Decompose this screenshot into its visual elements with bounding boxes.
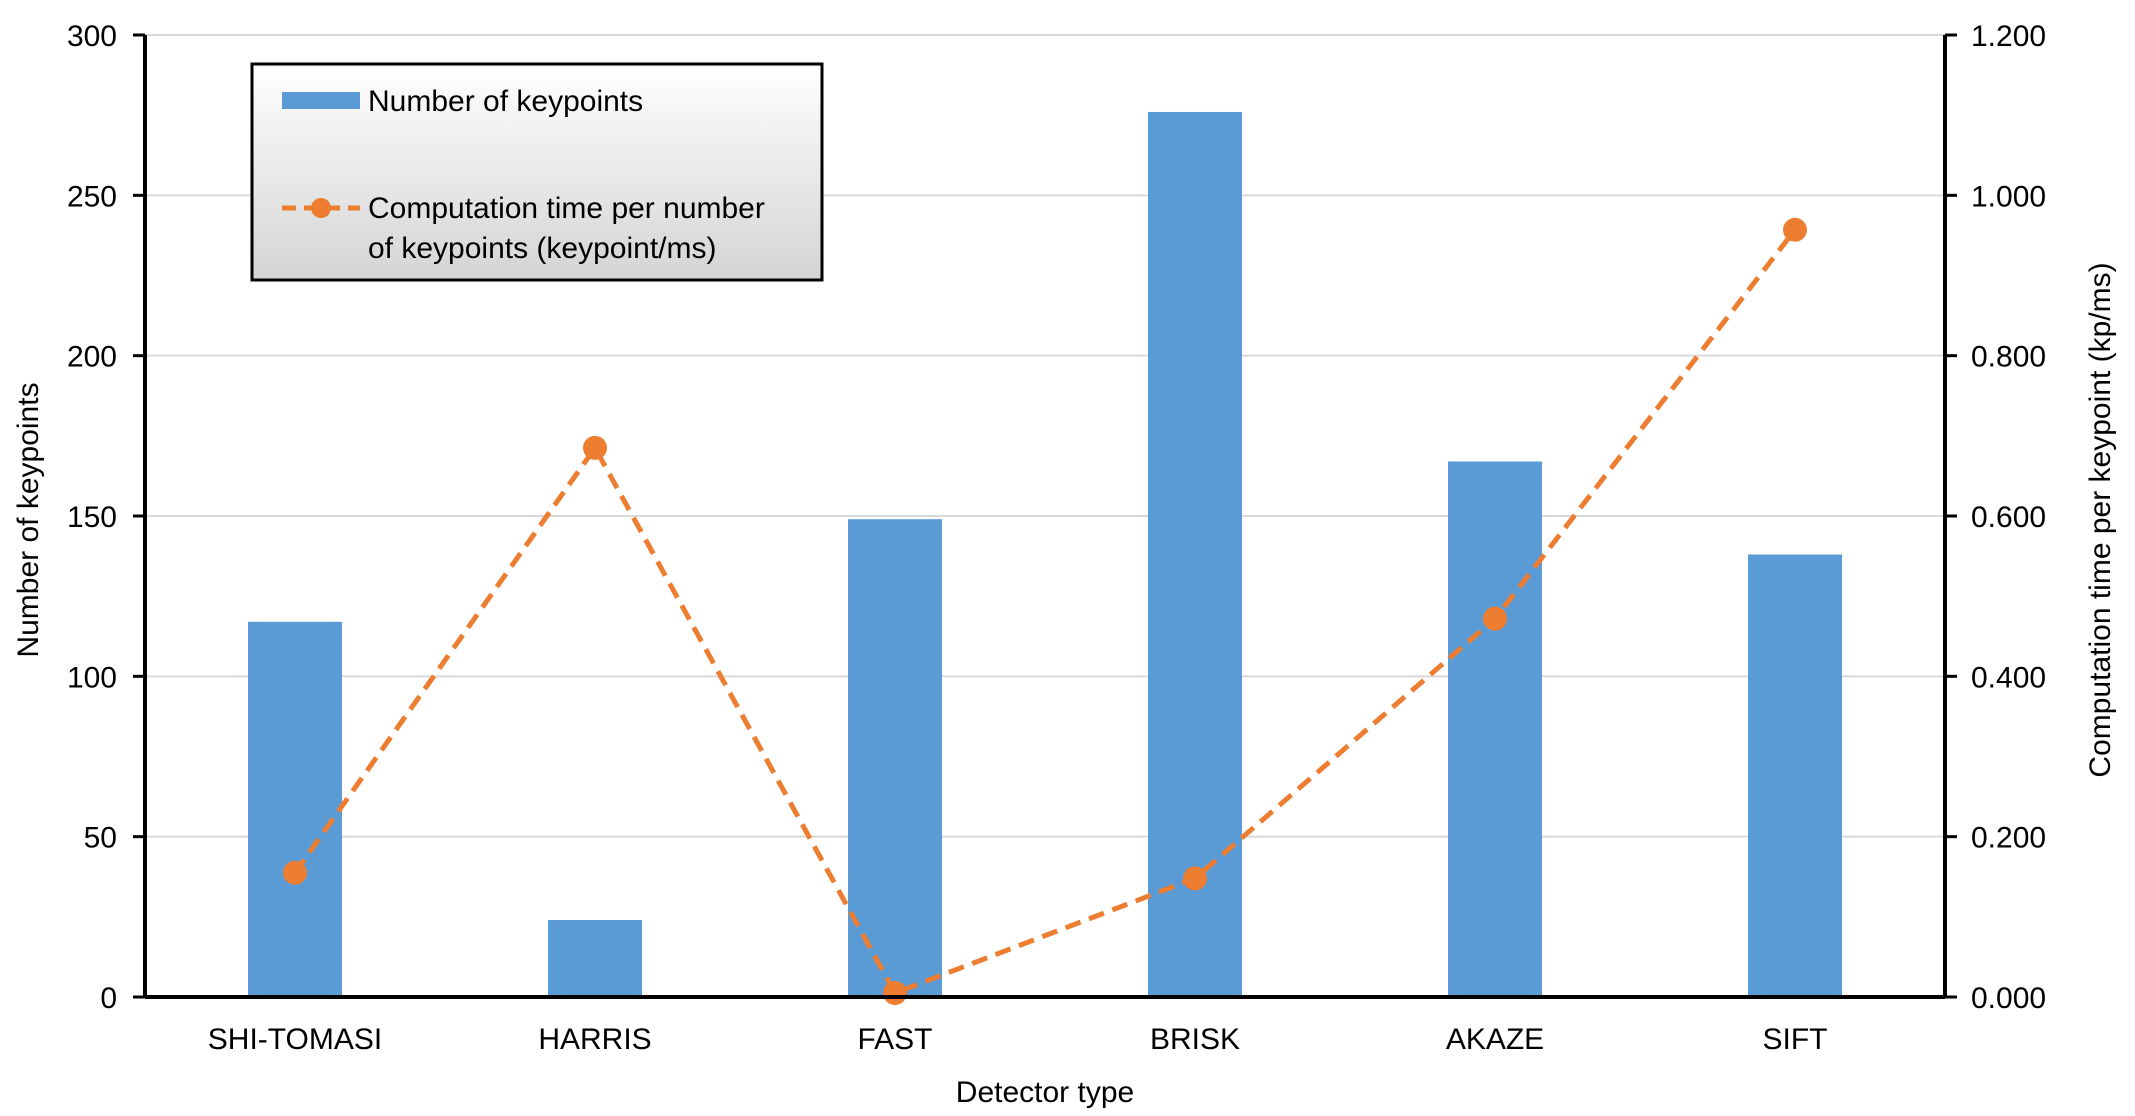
- bar: [848, 519, 942, 997]
- right-axis-tick-label: 0.400: [1971, 661, 2046, 694]
- right-axis-tick-label: 0.800: [1971, 341, 2046, 374]
- bar-series: [248, 111, 1842, 997]
- line-point: [583, 435, 607, 460]
- left-axis-tick-label: 300: [67, 20, 117, 53]
- x-axis-tick-label: SHI-TOMASI: [208, 1023, 382, 1056]
- left-axis-ticks: 0 50 100 150 200 250 300: [67, 20, 145, 1015]
- bar: [1148, 111, 1242, 997]
- x-axis-ticks: SHI-TOMASI HARRIS FAST BRISK AKAZE SIFT: [208, 1023, 1828, 1056]
- x-axis-tick-label: AKAZE: [1446, 1023, 1544, 1056]
- left-axis-tick-label: 50: [84, 822, 117, 855]
- right-axis-tick-label: 0.600: [1971, 501, 2046, 534]
- line-point: [1483, 606, 1507, 631]
- legend: Number of keypoints Computation time per…: [250, 62, 824, 282]
- legend-swatch-marker: [311, 198, 331, 218]
- left-axis-tick-label: 0: [100, 982, 117, 1015]
- line-point: [283, 860, 307, 885]
- x-axis-tick-label: FAST: [857, 1023, 932, 1056]
- left-axis-tick-label: 200: [67, 341, 117, 374]
- line-point: [883, 980, 907, 1005]
- left-axis-tick-label: 100: [67, 661, 117, 694]
- series-line: [292, 228, 1797, 996]
- bar: [248, 621, 342, 997]
- legend-swatch-bar: [282, 92, 360, 109]
- x-axis-title: Detector type: [956, 1076, 1134, 1109]
- line-point: [1183, 866, 1207, 891]
- x-axis-tick-label: HARRIS: [538, 1023, 651, 1056]
- left-axis-title: Number of keypoints: [12, 382, 45, 657]
- legend-label-bar: Number of keypoints: [368, 85, 643, 118]
- bar: [548, 920, 642, 997]
- right-axis-ticks: 0.000 0.200 0.400 0.600 0.800 1.000 1.200: [1945, 20, 2046, 1015]
- bar: [1448, 461, 1542, 997]
- left-axis-tick-label: 150: [67, 501, 117, 534]
- legend-label-line-1: Computation time per number: [368, 192, 765, 225]
- bar: [1748, 554, 1842, 997]
- legend-label-line-2: of keypoints (keypoint/ms): [368, 232, 716, 265]
- x-axis-tick-label: BRISK: [1150, 1023, 1240, 1056]
- line-series: [283, 217, 1807, 1005]
- right-axis-tick-label: 1.200: [1971, 20, 2046, 53]
- line-point: [1783, 217, 1807, 242]
- right-axis-title: Computation time per keypoint (kp/ms): [2084, 262, 2117, 777]
- right-axis-tick-label: 1.000: [1971, 180, 2046, 213]
- legend-label-line: Computation time per number of keypoints…: [368, 192, 773, 265]
- right-axis-tick-label: 0.200: [1971, 822, 2046, 855]
- left-axis-tick-label: 250: [67, 180, 117, 213]
- right-axis-tick-label: 0.000: [1971, 982, 2046, 1015]
- x-axis-tick-label: SIFT: [1763, 1023, 1828, 1056]
